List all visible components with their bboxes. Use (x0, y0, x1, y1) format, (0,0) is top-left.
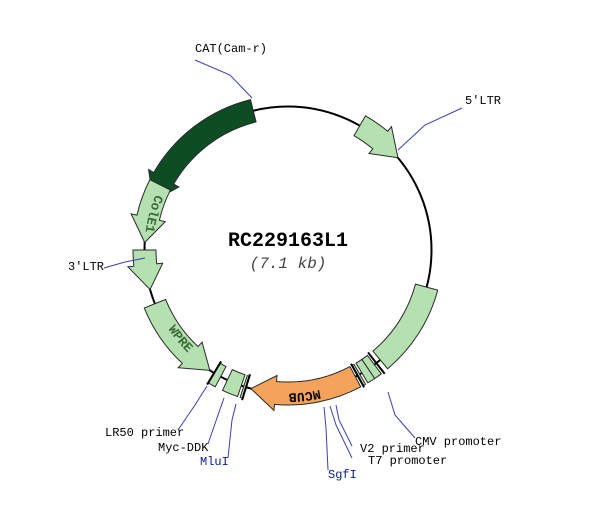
feature-label: CAT(Cam-r) (195, 42, 267, 56)
plasmid-size: (7.1 kb) (250, 255, 327, 273)
feature-label: SgfI (328, 468, 357, 482)
feature-label: LR50 primer (105, 426, 184, 440)
plasmid-name: RC229163L1 (228, 230, 348, 253)
feature-label: 5'LTR (465, 94, 501, 108)
feature-label: T7 promoter (368, 454, 447, 468)
feature-label: MluI (200, 455, 229, 469)
feature-label: Myc-DDK (158, 441, 209, 455)
feature-label: CMV promoter (415, 435, 501, 449)
feature-label: 3'LTR (68, 260, 104, 274)
